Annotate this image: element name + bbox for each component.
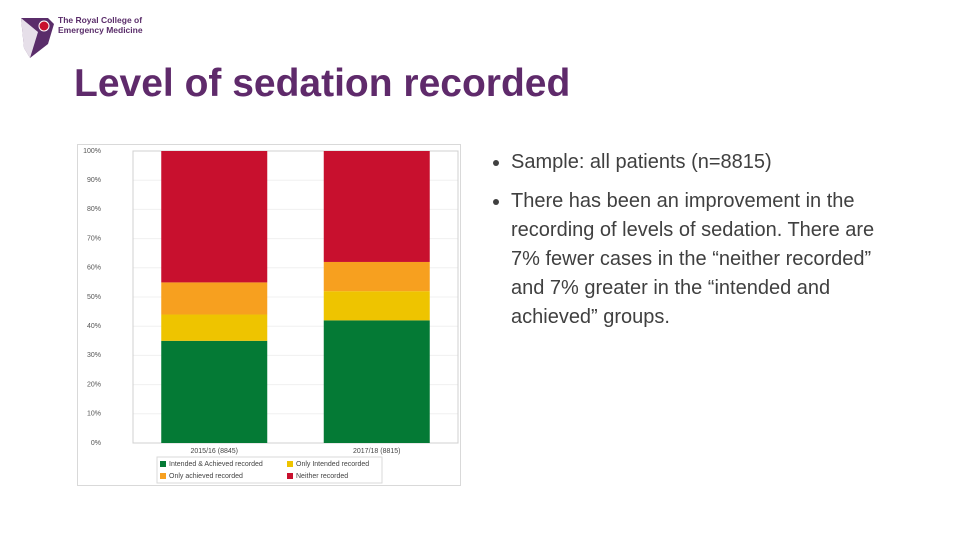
- y-tick-label: 90%: [87, 177, 101, 184]
- y-tick-label: 50%: [87, 294, 101, 301]
- y-tick-label: 30%: [87, 352, 101, 359]
- legend-box: [156, 456, 383, 484]
- y-tick-label: 60%: [87, 265, 101, 272]
- x-tick-label: 2017/18 (8815): [353, 448, 400, 455]
- plot-border: [132, 150, 459, 444]
- logo-shield: [21, 18, 54, 58]
- bullet: There has been an improvement in the rec…: [511, 187, 890, 332]
- legend-swatch: [160, 473, 166, 479]
- logo-line: Emergency Medicine: [58, 25, 143, 35]
- legend-swatch: [160, 461, 166, 467]
- legend-label: Only achieved recorded: [169, 473, 243, 480]
- chart-frame: [77, 144, 461, 486]
- legend-swatch: [287, 473, 293, 479]
- bar-segment: [323, 291, 430, 321]
- y-tick-label: 20%: [87, 381, 101, 388]
- chart: 0% 10% 20% 30% 40% 50% 60% 70% 80% 90% 100% 2015/16…: [77, 144, 461, 486]
- logo-text: The Royal College of Emergency Medicine: [58, 15, 143, 35]
- bullet: Sample: all patients (n=8815): [511, 148, 890, 177]
- legend-label: Intended & Achieved recorded: [169, 461, 263, 468]
- legend-label: Neither recorded: [296, 473, 348, 480]
- y-tick-label: 100%: [83, 148, 101, 155]
- y-tick-label: 70%: [87, 235, 101, 242]
- x-tick-label: 2015/16 (8845): [191, 448, 238, 455]
- bar-segment: [323, 320, 430, 443]
- bullet-list: Sample: all patients (n=8815) There has …: [490, 148, 890, 342]
- bar-segment: [161, 340, 268, 443]
- y-tick-label: 40%: [87, 323, 101, 330]
- legend-swatch: [287, 461, 293, 467]
- y-tick-label: 0%: [91, 440, 101, 447]
- bar-segment: [161, 151, 268, 283]
- slide-title: Level of sedation recorded: [74, 62, 571, 105]
- bar-segment: [323, 261, 430, 292]
- logo-line: The Royal College of: [58, 15, 143, 25]
- y-tick-label: 10%: [87, 411, 101, 418]
- legend-label: Only Intended recorded: [296, 461, 369, 468]
- y-tick-label: 80%: [87, 206, 101, 213]
- bar-segment: [161, 314, 268, 341]
- bar-segment: [161, 282, 268, 315]
- bar-segment: [323, 151, 430, 262]
